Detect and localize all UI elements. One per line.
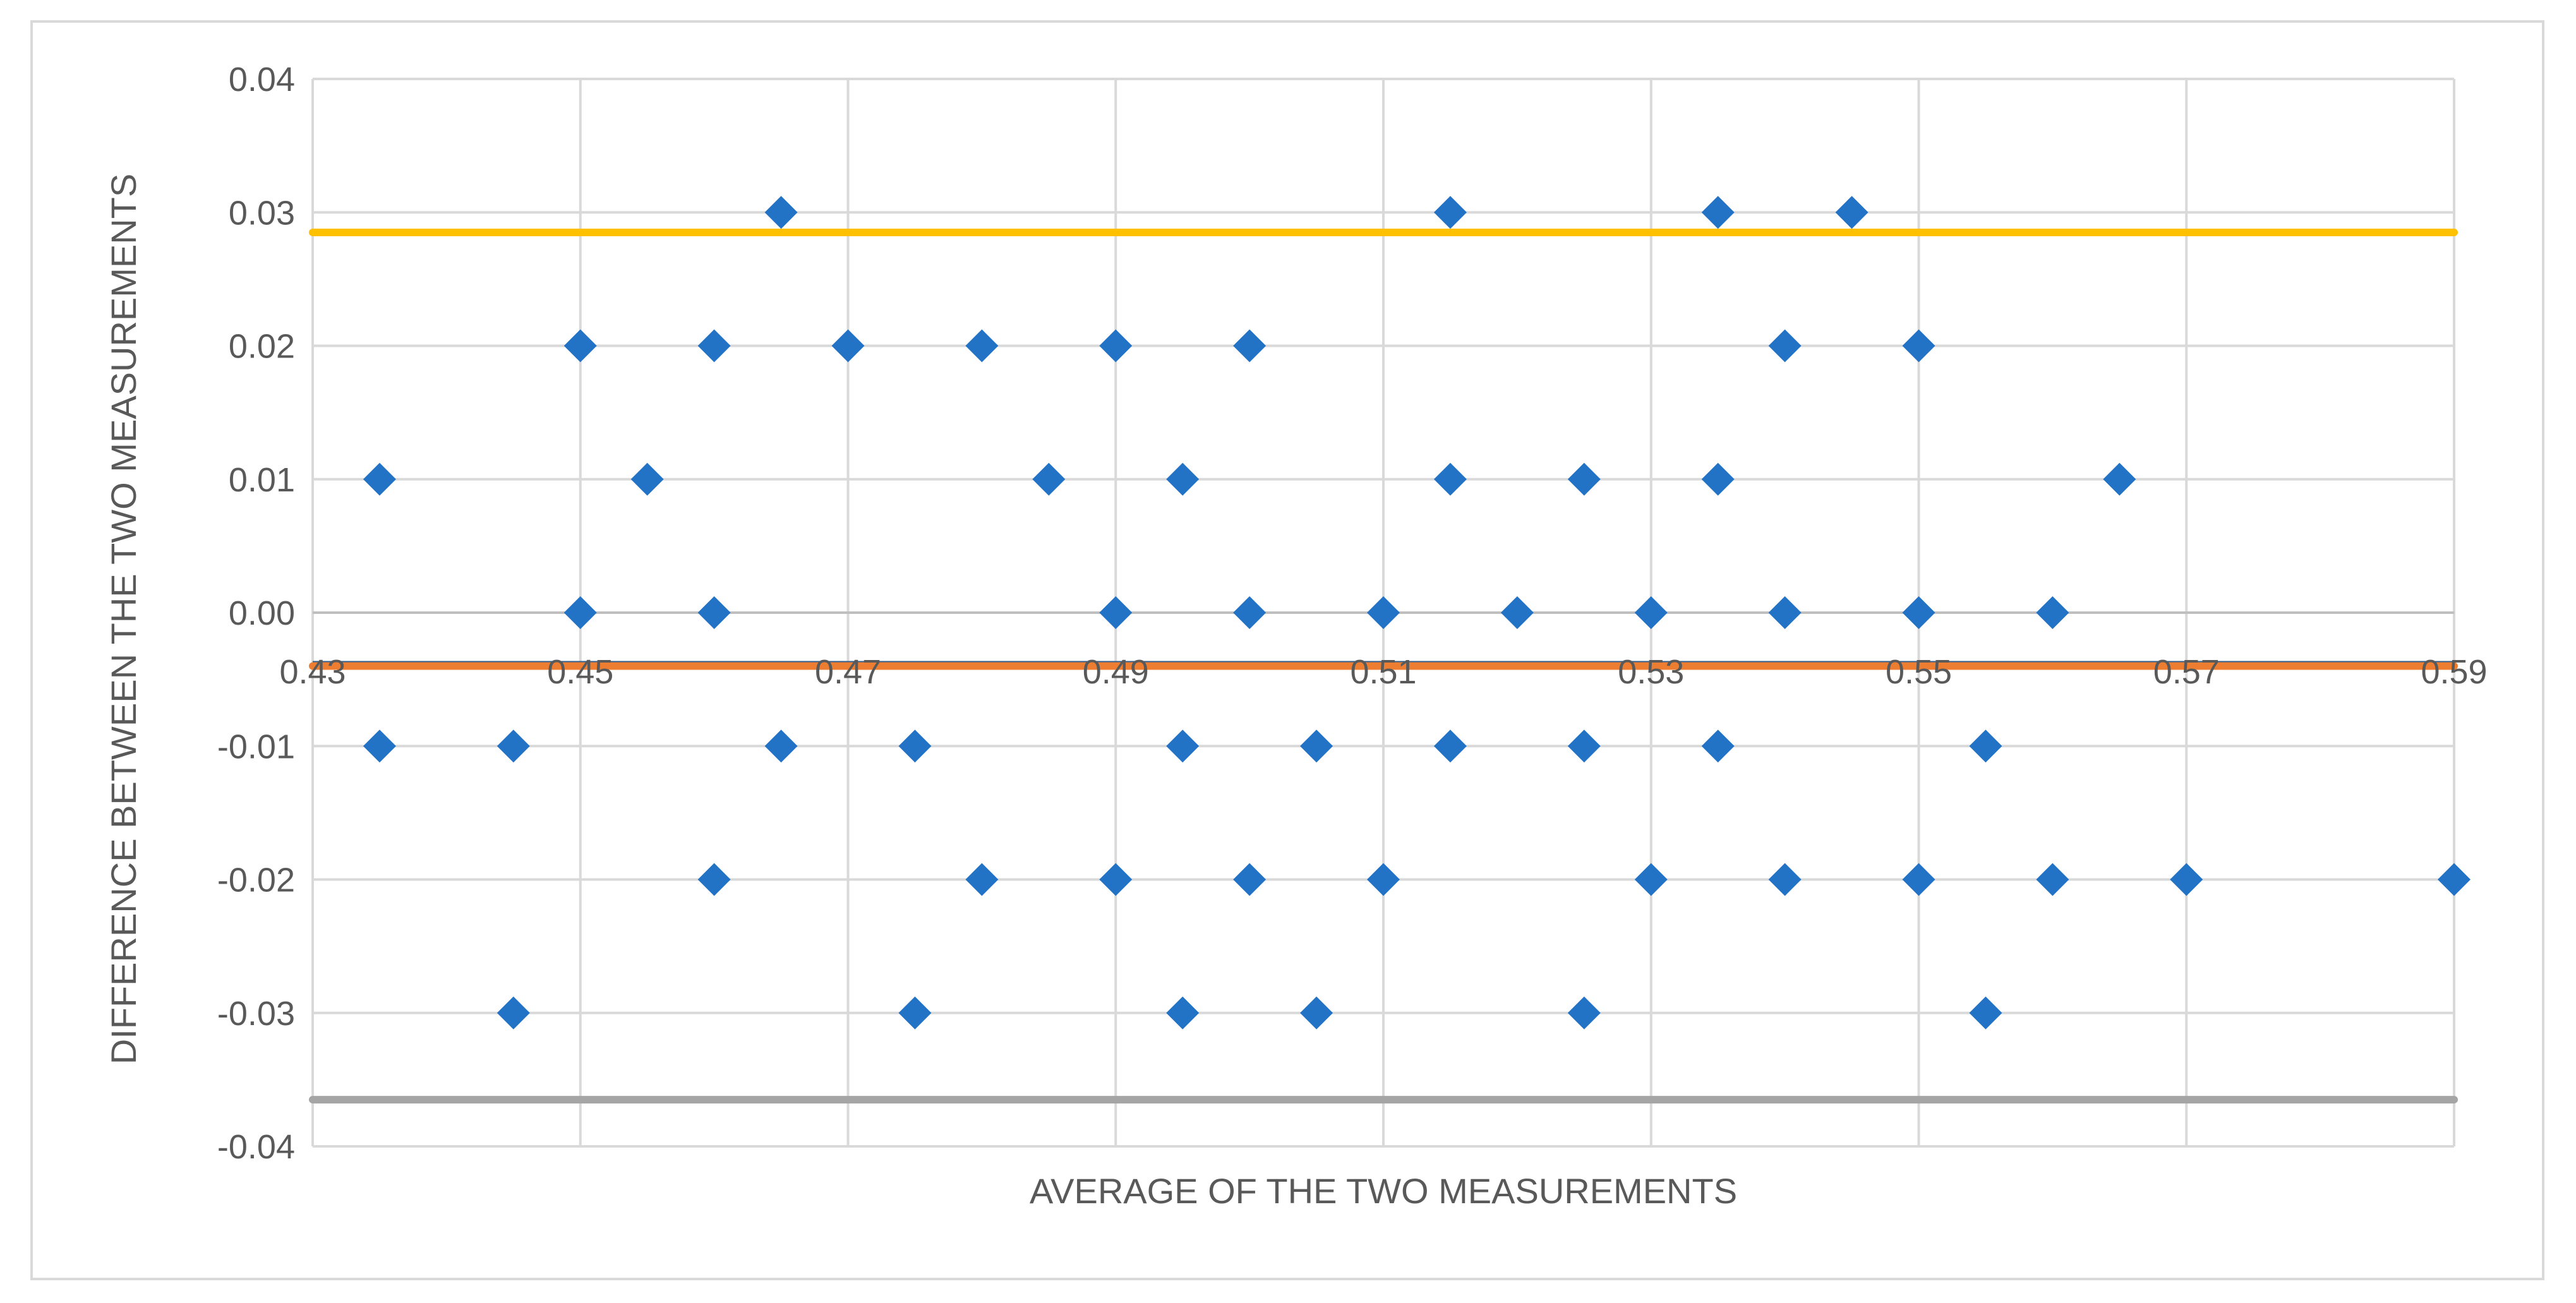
x-tick-label: 0.43 xyxy=(279,653,346,691)
data-point xyxy=(563,596,597,629)
data-points xyxy=(363,196,2471,1030)
y-tick-label: -0.01 xyxy=(217,728,295,766)
tick-labels: 0.04 0.03 0.02 0.01 0.00 -0.01 -0.02 -0.03 -0.04… xyxy=(217,61,2488,1166)
data-point xyxy=(1634,863,1668,896)
x-tick-label: 0.45 xyxy=(547,653,613,691)
data-point xyxy=(1433,196,1467,229)
data-point xyxy=(1233,596,1267,629)
data-point xyxy=(1166,996,1200,1030)
data-point xyxy=(1634,596,1668,629)
data-point xyxy=(1367,596,1400,629)
data-point xyxy=(764,730,798,763)
data-point xyxy=(1300,730,1333,763)
data-point xyxy=(1902,596,1935,629)
data-point xyxy=(2036,863,2069,896)
y-tick-label: 0.03 xyxy=(229,194,295,232)
data-point xyxy=(1902,329,1935,363)
data-point xyxy=(1902,863,1935,896)
data-point xyxy=(2438,863,2471,896)
y-tick-label: 0.00 xyxy=(229,594,295,632)
y-tick-label: -0.03 xyxy=(217,995,295,1033)
data-point xyxy=(1367,863,1400,896)
x-tick-label: 0.51 xyxy=(1350,653,1416,691)
data-point xyxy=(630,462,664,496)
x-tick-label: 0.57 xyxy=(2153,653,2220,691)
data-point xyxy=(764,196,798,229)
data-point xyxy=(363,730,396,763)
data-point xyxy=(1701,196,1735,229)
data-point xyxy=(1500,596,1534,629)
data-point xyxy=(2103,462,2136,496)
data-point xyxy=(1433,462,1467,496)
data-point xyxy=(1099,863,1133,896)
data-point xyxy=(1032,462,1066,496)
data-point xyxy=(497,996,530,1030)
data-point xyxy=(2036,596,2069,629)
data-point xyxy=(1166,730,1200,763)
data-point xyxy=(898,730,932,763)
data-point xyxy=(697,596,731,629)
data-point xyxy=(1099,596,1133,629)
data-point xyxy=(898,996,932,1030)
data-point xyxy=(1567,462,1601,496)
y-tick-label: -0.04 xyxy=(217,1128,295,1166)
data-point xyxy=(563,329,597,363)
data-point xyxy=(1233,863,1267,896)
data-point xyxy=(697,329,731,363)
y-axis-title: DIFFERENCE BETWEEN THE TWO MEASUREMENTS xyxy=(104,174,143,1064)
y-tick-label: 0.02 xyxy=(229,328,295,366)
data-point xyxy=(497,730,530,763)
data-point xyxy=(1300,996,1333,1030)
data-point xyxy=(1099,329,1133,363)
data-point xyxy=(697,863,731,896)
data-point xyxy=(831,329,865,363)
data-point xyxy=(1233,329,1267,363)
data-point xyxy=(1567,730,1601,763)
data-point xyxy=(1768,596,1802,629)
y-tick-label: 0.01 xyxy=(229,461,295,499)
data-point xyxy=(1768,329,1802,363)
x-tick-label: 0.49 xyxy=(1083,653,1149,691)
data-point xyxy=(1969,730,2002,763)
y-tick-label: 0.04 xyxy=(229,61,295,99)
x-tick-label: 0.53 xyxy=(1618,653,1684,691)
data-point xyxy=(1835,196,1869,229)
x-tick-label: 0.59 xyxy=(2421,653,2487,691)
data-point xyxy=(1166,462,1200,496)
data-point xyxy=(965,329,999,363)
data-point xyxy=(1768,863,1802,896)
data-point xyxy=(2170,863,2203,896)
data-point xyxy=(1701,730,1735,763)
x-axis-title: AVERAGE OF THE TWO MEASUREMENTS xyxy=(1030,1171,1737,1211)
data-point xyxy=(363,462,396,496)
data-point xyxy=(1701,462,1735,496)
y-tick-label: -0.02 xyxy=(217,862,295,899)
data-point xyxy=(1969,996,2002,1030)
x-tick-label: 0.55 xyxy=(1886,653,1952,691)
data-point xyxy=(965,863,999,896)
data-point xyxy=(1567,996,1601,1030)
data-point xyxy=(1433,730,1467,763)
x-tick-label: 0.47 xyxy=(815,653,881,691)
reference-lines xyxy=(309,228,2458,1104)
